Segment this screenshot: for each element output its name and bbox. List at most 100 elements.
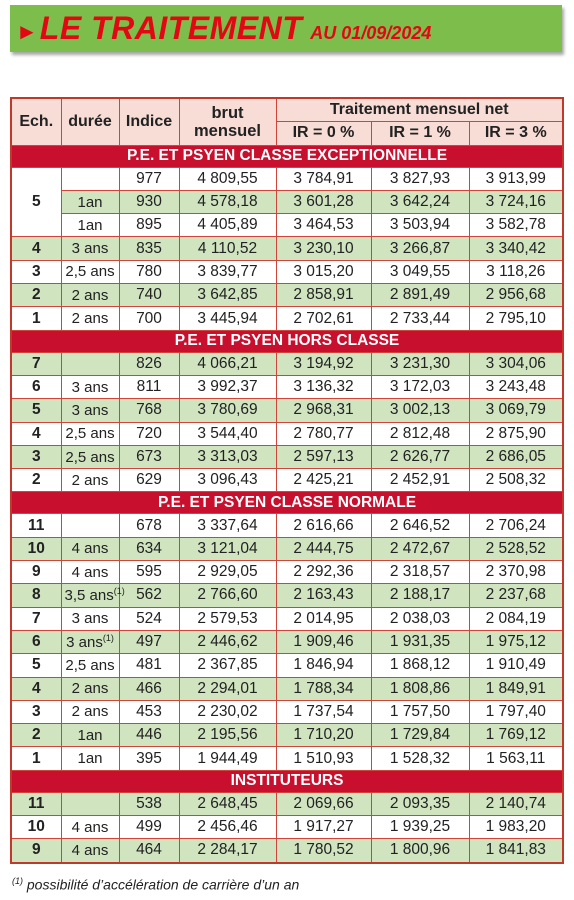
net-salary: 2 093,35 <box>370 791 470 817</box>
net-salary: 1 800,96 <box>370 838 470 864</box>
duration-text: 3,5 ans <box>64 587 114 605</box>
gross-salary: 3 780,69 <box>178 398 277 423</box>
data-row: 7 3 ans 524 2 579,53 2 014,95 2 038,03 2 084,1… <box>10 606 564 631</box>
index: 634 <box>118 536 180 562</box>
net-salary: 3 230,10 <box>275 236 372 261</box>
index: 595 <box>118 560 180 585</box>
footnote-text: possibilité d’accélération de carrière d… <box>26 876 300 893</box>
echelon: 9 <box>10 838 62 864</box>
index: 740 <box>118 283 180 308</box>
net-salary: 1 910,49 <box>468 653 564 678</box>
subtitle: AU 01/09/2024 <box>310 23 432 43</box>
net-salary: 2 472,67 <box>370 536 470 562</box>
column-header: durée <box>60 97 120 146</box>
data-row: 9 4 ans 464 2 284,17 1 780,52 1 800,96 1 841,8… <box>10 838 564 864</box>
section-title: P.E. ET PSYEN CLASSE NORMALE <box>10 491 564 515</box>
net-salary: 2 891,49 <box>370 283 470 308</box>
index: 562 <box>118 583 180 608</box>
echelon: 10 <box>10 815 62 840</box>
section-row: P.E. ET PSYEN HORS CLASSE <box>10 329 564 353</box>
data-row: 6 3 ans 811 3 992,37 3 136,32 3 172,03 3 243,4… <box>10 374 564 400</box>
duration: 1an <box>60 213 120 238</box>
index: 499 <box>118 815 180 840</box>
duration-text: 2 ans <box>71 286 109 304</box>
duration: 4 ans <box>60 815 120 840</box>
echelon: 4 <box>10 236 62 261</box>
data-row: 8 3,5 ans(1) 562 2 766,60 2 163,43 2 188,17 2 … <box>10 583 564 608</box>
echelon: 11 <box>10 513 62 538</box>
header-row: Ech. durée Indice brut mensuel Traitemen… <box>10 97 564 146</box>
index: 977 <box>118 166 180 191</box>
echelon: 5 <box>10 398 62 423</box>
echelon: 11 <box>10 791 62 817</box>
gross-salary: 3 121,04 <box>178 536 277 562</box>
table-head: Ech. durée Indice brut mensuel Traitemen… <box>10 97 564 146</box>
net-salary: 3 266,87 <box>370 236 470 261</box>
duration-text: 3 ans <box>71 401 109 419</box>
table-body: P.E. ET PSYEN CLASSE EXCEPTIONNELLE 5 977 4… <box>10 144 564 864</box>
duration <box>60 351 120 376</box>
net-salary: 2 686,05 <box>468 444 564 470</box>
section-title: P.E. ET PSYEN CLASSE EXCEPTIONNELLE <box>10 144 564 168</box>
duration: 3 ans <box>60 374 120 400</box>
echelon: 3 <box>10 699 62 725</box>
net-salary: 3 002,13 <box>370 398 470 423</box>
duration: 2,5 ans <box>60 444 120 470</box>
net-salary: 3 464,53 <box>275 213 372 238</box>
net-salary: 2 780,77 <box>275 421 372 446</box>
duration: 2 ans <box>60 283 120 308</box>
echelon: 6 <box>10 374 62 400</box>
net-salary: 1 846,94 <box>275 653 372 678</box>
net-salary: 2 508,32 <box>468 468 564 493</box>
net-salary: 2 597,13 <box>275 444 372 470</box>
index: 466 <box>118 676 180 701</box>
net-salary: 2 616,66 <box>275 513 372 538</box>
duration: 1an <box>60 189 120 215</box>
net-salary: 3 642,24 <box>370 189 470 215</box>
echelon: 2 <box>10 283 62 308</box>
duration-text: 2 ans <box>71 680 109 698</box>
gross-salary: 2 367,85 <box>178 653 277 678</box>
gross-salary: 1 944,49 <box>178 746 277 771</box>
net-salary: 2 528,52 <box>468 536 564 562</box>
data-row: 11 538 2 648,45 2 069,66 2 093,35 2 140,74 <box>10 791 564 817</box>
net-salary: 2 858,91 <box>275 283 372 308</box>
index: 453 <box>118 699 180 725</box>
net-salary: 1 849,91 <box>468 676 564 701</box>
duration-text: 3 ans <box>71 378 109 396</box>
data-row: 9 4 ans 595 2 929,05 2 292,36 2 318,57 2 370,9… <box>10 560 564 585</box>
gross-salary: 4 066,21 <box>178 351 277 376</box>
echelon: 7 <box>10 606 62 631</box>
column-header: Ech. <box>10 97 62 146</box>
duration <box>60 513 120 538</box>
gross-salary: 3 337,64 <box>178 513 277 538</box>
data-row: 3 2 ans 453 2 230,02 1 737,54 1 757,50 1 797,4… <box>10 699 564 725</box>
gross-salary: 2 766,60 <box>178 583 277 608</box>
note-marker: (1) <box>113 586 125 597</box>
data-row: 2 2 ans 629 3 096,43 2 425,21 2 452,91 2 508,3… <box>10 468 564 493</box>
net-salary: 2 069,66 <box>275 791 372 817</box>
net-salary: 1 729,84 <box>370 723 470 748</box>
net-salary: 3 340,42 <box>468 236 564 261</box>
duration-text: 2 ans <box>71 310 109 328</box>
echelon: 3 <box>10 259 62 285</box>
arrow-icon: ► <box>16 19 38 44</box>
duration <box>60 166 120 191</box>
gross-salary: 3 313,03 <box>178 444 277 470</box>
gross-salary: 4 405,89 <box>178 213 277 238</box>
duration: 1an <box>60 746 120 771</box>
index: 835 <box>118 236 180 261</box>
net-salary: 1 983,20 <box>468 815 564 840</box>
net-salary: 3 601,28 <box>275 189 372 215</box>
net-salary: 1 563,11 <box>468 746 564 771</box>
duration-text: 2,5 ans <box>65 656 115 674</box>
data-row: 1an 895 4 405,89 3 464,53 3 503,94 3 582,78 <box>11 213 564 238</box>
net-salary: 2 706,24 <box>468 513 564 538</box>
net-salary: 1 931,35 <box>370 629 470 655</box>
duration-text: 1an <box>77 193 103 211</box>
gross-salary: 2 929,05 <box>178 560 277 585</box>
header-row: IR = 0 % IR = 1 % IR = 3 % <box>11 121 564 146</box>
data-row: 3 2,5 ans 673 3 313,03 2 597,13 2 626,77 2 686… <box>10 444 564 470</box>
net-salary: 3 724,16 <box>468 189 564 215</box>
duration: 2,5 ans <box>60 259 120 285</box>
